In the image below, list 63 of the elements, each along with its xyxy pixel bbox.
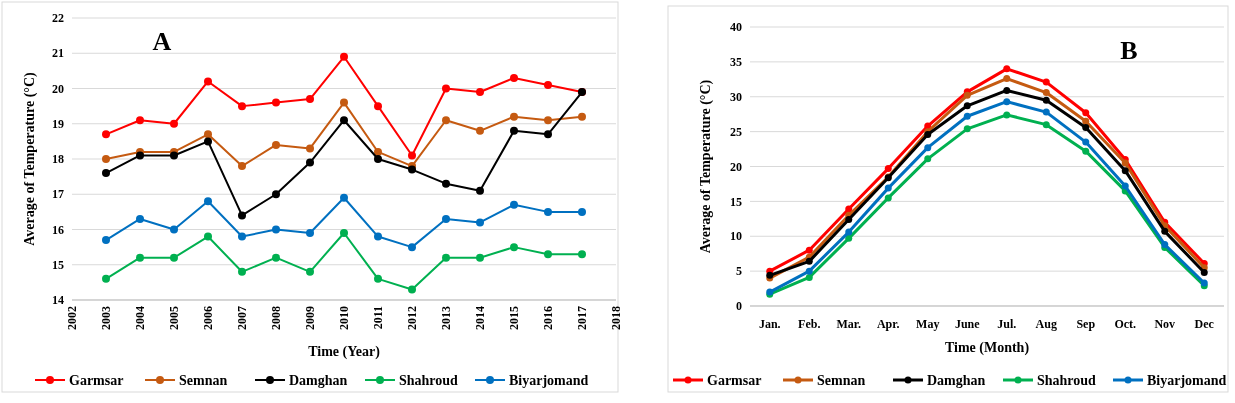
- x-tick-label: 2015: [507, 306, 521, 330]
- legend-label: Garmsar: [69, 372, 124, 388]
- x-tick-label: 2005: [167, 306, 181, 330]
- x-tick-label: June: [954, 317, 981, 331]
- legend-label: Shahroud: [1037, 372, 1097, 388]
- x-tick-label: Oct.: [1114, 317, 1137, 331]
- legend-label: Damghan: [927, 372, 986, 388]
- y-tick-label: 15: [730, 194, 742, 209]
- x-tick-label: 2016: [541, 306, 555, 330]
- y-tick-label: 25: [730, 124, 742, 139]
- chart-title: B: [1120, 36, 1138, 65]
- y-tick-label: 5: [736, 264, 742, 279]
- chart-title: A: [152, 27, 172, 56]
- y-tick-label: 18: [52, 152, 64, 167]
- y-axis-title: Average of Temperature (°C): [698, 79, 714, 254]
- x-tick-label: Nov: [1154, 317, 1176, 331]
- x-tick-label: 2010: [337, 306, 351, 330]
- legend-label: Biyarjomand: [1147, 372, 1227, 388]
- y-tick-label: 14: [52, 293, 64, 308]
- y-tick-label: 15: [52, 257, 64, 272]
- y-tick-label: 17: [52, 187, 64, 202]
- y-tick-label: 22: [52, 11, 64, 26]
- y-tick-label: 21: [52, 46, 64, 61]
- x-tick-label: 2009: [303, 306, 317, 330]
- x-tick-label: 2014: [473, 306, 487, 330]
- x-tick-label: Jan.: [758, 317, 781, 331]
- y-tick-label: 35: [730, 55, 742, 70]
- legend-label: Shahroud: [399, 372, 459, 388]
- y-axis-title: Average of Temperature (°C): [22, 71, 38, 246]
- x-tick-label: 2002: [65, 306, 79, 330]
- legend-label: Damghan: [289, 372, 348, 388]
- legend-label: Biyarjomand: [509, 372, 589, 388]
- x-tick-label: 2018: [609, 306, 623, 330]
- y-tick-label: 40: [730, 20, 742, 35]
- x-tick-label: 2007: [235, 306, 249, 330]
- x-tick-label: Sep: [1076, 317, 1096, 331]
- x-tick-label: 2013: [439, 306, 453, 330]
- x-tick-label: Jul.: [997, 317, 1017, 331]
- y-tick-label: 10: [730, 229, 742, 244]
- x-tick-label: 2017: [575, 306, 589, 330]
- x-tick-label: Mar.: [836, 317, 862, 331]
- x-axis-title: Time (Month): [944, 340, 1030, 356]
- y-tick-label: 0: [736, 299, 742, 314]
- y-tick-label: 19: [52, 116, 64, 131]
- legend-label: Semnan: [817, 372, 866, 388]
- x-tick-label: 2008: [269, 306, 283, 330]
- x-tick-label: 2006: [201, 306, 215, 330]
- x-tick-label: Aug: [1035, 317, 1057, 331]
- x-tick-label: 2011: [371, 306, 385, 330]
- x-tick-label: 2003: [99, 306, 113, 330]
- x-axis-title: Time (Year): [308, 344, 381, 360]
- x-tick-label: Apr.: [876, 317, 900, 331]
- x-tick-label: Dec: [1194, 317, 1215, 331]
- x-tick-label: Feb.: [798, 317, 821, 331]
- x-tick-label: 2004: [133, 306, 147, 330]
- y-tick-label: 30: [730, 89, 742, 104]
- x-tick-label: 2012: [405, 306, 419, 330]
- y-tick-label: 20: [730, 159, 742, 174]
- legend-label: Garmsar: [707, 372, 762, 388]
- y-tick-label: 16: [52, 222, 64, 237]
- x-tick-label: May: [916, 317, 940, 331]
- y-tick-label: 20: [52, 81, 64, 96]
- legend-label: Semnan: [179, 372, 228, 388]
